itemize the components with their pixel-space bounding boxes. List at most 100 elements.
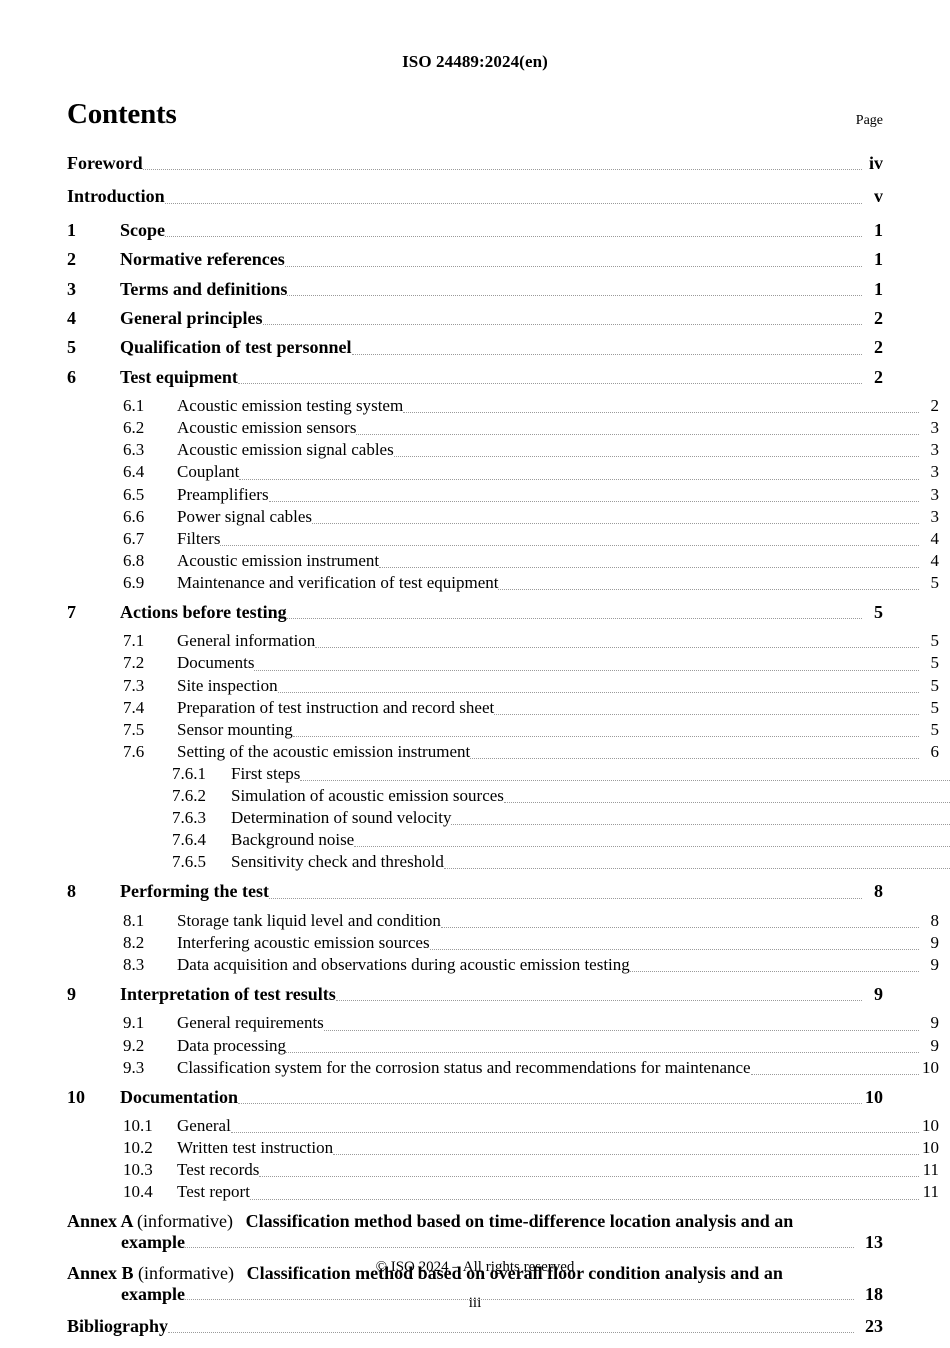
toc-entry-label[interactable]: Documents	[177, 653, 255, 673]
annex-title-continuation[interactable]: example	[121, 1283, 185, 1304]
toc-entry[interactable]: 10 Documentation 10	[67, 1086, 883, 1109]
toc-entry-bibliography[interactable]: Bibliography 23	[67, 1315, 883, 1338]
toc-entry-label[interactable]: Terms and definitions	[120, 278, 288, 299]
toc-entry-label[interactable]: Preparation of test instruction and reco…	[177, 697, 495, 717]
toc-entry-label[interactable]: Foreword	[67, 153, 143, 173]
toc-entry[interactable]: 7.6 Setting of the acoustic emission inst…	[67, 741, 939, 763]
toc-annex-entry[interactable]: Annex A (informative) Classification met…	[67, 1211, 883, 1253]
toc-entry-label[interactable]: Preamplifiers	[177, 484, 269, 504]
toc-entry-label[interactable]: Couplant	[177, 462, 240, 482]
annex-title-continuation[interactable]: example	[121, 1231, 185, 1252]
toc-entry-label[interactable]: Simulation of acoustic emission sources	[231, 786, 504, 806]
toc-entry-number: 10.2	[123, 1138, 153, 1158]
toc-entry[interactable]: Foreword iv	[67, 152, 883, 175]
toc-entry[interactable]: 8.1 Storage tank liquid level and conditi…	[67, 910, 939, 932]
toc-entry[interactable]: 7.4 Preparation of test instruction and r…	[67, 697, 939, 719]
toc-entry-label[interactable]: Power signal cables	[177, 506, 313, 526]
toc-entry-label[interactable]: Storage tank liquid level and condition	[177, 910, 441, 930]
toc-entry-label[interactable]: Acoustic emission testing system	[177, 396, 404, 416]
toc-entry[interactable]: 9.3 Classification system for the corrosi…	[67, 1057, 939, 1079]
toc-entry-label[interactable]: Site inspection	[177, 675, 278, 695]
toc-entry-label[interactable]: Interfering acoustic emission sources	[177, 932, 430, 952]
toc-entry-label[interactable]: Maintenance and verification of test equ…	[177, 572, 499, 592]
toc-entry-label[interactable]: Data processing	[177, 1035, 287, 1055]
toc-entry-page: 5	[930, 675, 940, 695]
toc-entry-label[interactable]: General principles	[120, 307, 263, 328]
toc-entry-label[interactable]: Qualification of test personnel	[120, 337, 352, 358]
toc-entry[interactable]: 6.3 Acoustic emission signal cables 3	[67, 439, 939, 461]
toc-entry-label[interactable]: Sensor mounting	[177, 719, 293, 739]
toc-entry[interactable]: 8.3 Data acquisition and observations dur…	[67, 954, 939, 976]
toc-entry-label[interactable]: Interpretation of test results	[120, 984, 336, 1005]
toc-entry-number: 9	[67, 984, 76, 1005]
toc-entry[interactable]: 6.4 Couplant 3	[67, 461, 939, 483]
toc-entry-label[interactable]: General requirements	[177, 1013, 324, 1033]
toc-entry-label[interactable]: Acoustic emission sensors	[177, 418, 357, 438]
annex-title[interactable]: Classification method based on overall f…	[246, 1262, 783, 1283]
toc-entry[interactable]: 6 Test equipment 2	[67, 366, 883, 389]
toc-entry[interactable]: 6.2 Acoustic emission sensors 3	[67, 417, 939, 439]
annex-title[interactable]: Classification method based on time-diff…	[245, 1210, 794, 1231]
toc-entry-label[interactable]: Written test instruction	[177, 1138, 334, 1158]
toc-entry-label[interactable]: Documentation	[120, 1086, 238, 1107]
toc-entry-label[interactable]: Filters	[177, 528, 221, 548]
toc-entry-label[interactable]: Scope	[120, 219, 165, 240]
group-spacer	[67, 976, 883, 983]
toc-entry[interactable]: 10.4 Test report 11	[67, 1181, 939, 1203]
toc-entry-label[interactable]: Actions before testing	[120, 601, 287, 622]
toc-entry[interactable]: 6.7 Filters 4	[67, 528, 939, 550]
toc-entry-label[interactable]: Data acquisition and observations during…	[177, 954, 630, 974]
toc-entry-label[interactable]: Performing the test	[120, 881, 269, 902]
toc-entry[interactable]: 1 Scope 1	[67, 219, 883, 242]
toc-entry-label[interactable]: Determination of sound velocity	[231, 808, 452, 828]
toc-entry-label[interactable]: General information	[177, 631, 316, 651]
toc-entry-label[interactable]: Setting of the acoustic emission instrum…	[177, 741, 471, 761]
toc-entry-label[interactable]: Acoustic emission instrument	[177, 550, 380, 570]
toc-entry-label[interactable]: Background noise	[231, 830, 355, 850]
toc-entry[interactable]: 10.2 Written test instruction 10	[67, 1137, 939, 1159]
toc-entry-label[interactable]: First steps	[231, 763, 301, 783]
toc-entry[interactable]: 5 Qualification of test personnel 2	[67, 336, 883, 359]
toc-entry[interactable]: 3 Terms and definitions 1	[67, 278, 883, 301]
toc-entry[interactable]: 7.1 General information 5	[67, 630, 939, 652]
toc-entry[interactable]: 7.6.2 Simulation of acoustic emission sou…	[67, 785, 950, 807]
dot-leader	[286, 617, 862, 620]
toc-entry[interactable]: 7.3 Site inspection 5	[67, 675, 939, 697]
toc-entry-label[interactable]: General	[177, 1116, 231, 1136]
toc-entry-label[interactable]: Bibliography	[67, 1315, 169, 1336]
toc-entry[interactable]: 2 Normative references 1	[67, 248, 883, 271]
toc-entry[interactable]: 9.1 General requirements 9	[67, 1012, 939, 1034]
toc-entry[interactable]: 9 Interpretation of test results 9	[67, 983, 883, 1006]
toc-entry[interactable]: 9.2 Data processing 9	[67, 1035, 939, 1057]
toc-entry[interactable]: 6.8 Acoustic emission instrument 4	[67, 550, 939, 572]
toc-entry-label[interactable]: Normative references	[120, 249, 285, 270]
toc-entry[interactable]: 6.5 Preamplifiers 3	[67, 484, 939, 506]
toc-entry-label[interactable]: Test equipment	[120, 366, 238, 387]
dot-leader	[351, 353, 862, 355]
toc-entry[interactable]: 7 Actions before testing 5	[67, 601, 883, 624]
toc-entry[interactable]: 6.1 Acoustic emission testing system 2	[67, 395, 939, 417]
toc-entry-label[interactable]: Test records	[177, 1160, 260, 1180]
toc-entry-label[interactable]: Test report	[177, 1182, 250, 1202]
toc-entry-label[interactable]: Acoustic emission signal cables	[177, 440, 394, 460]
toc-entry[interactable]: 8 Performing the test 8	[67, 880, 883, 903]
toc-entry-label[interactable]: Introduction	[67, 186, 165, 207]
toc-entry[interactable]: 4 General principles 2	[67, 307, 883, 330]
toc-entry-label[interactable]: Classification system for the corrosion …	[177, 1057, 751, 1077]
toc-entry[interactable]: 10.1 General 10	[67, 1115, 939, 1137]
toc-annex-entry[interactable]: Annex B (informative) Classification met…	[67, 1263, 883, 1305]
toc-entry[interactable]: 6.6 Power signal cables 3	[67, 506, 939, 528]
toc-entry[interactable]: 10.3 Test records 11	[67, 1159, 939, 1181]
toc-entry[interactable]: 7.2 Documents 5	[67, 652, 939, 674]
toc-entry[interactable]: Introduction v	[67, 185, 883, 208]
toc-entry[interactable]: 7.5 Sensor mounting 5	[67, 719, 939, 741]
toc-entry[interactable]: 8.2 Interfering acoustic emission sources…	[67, 932, 939, 954]
toc-entry-label[interactable]: Sensitivity check and threshold	[231, 852, 444, 872]
toc-entry[interactable]: 6.9 Maintenance and verification of test …	[67, 572, 939, 594]
toc-entry-page: v	[874, 186, 883, 207]
